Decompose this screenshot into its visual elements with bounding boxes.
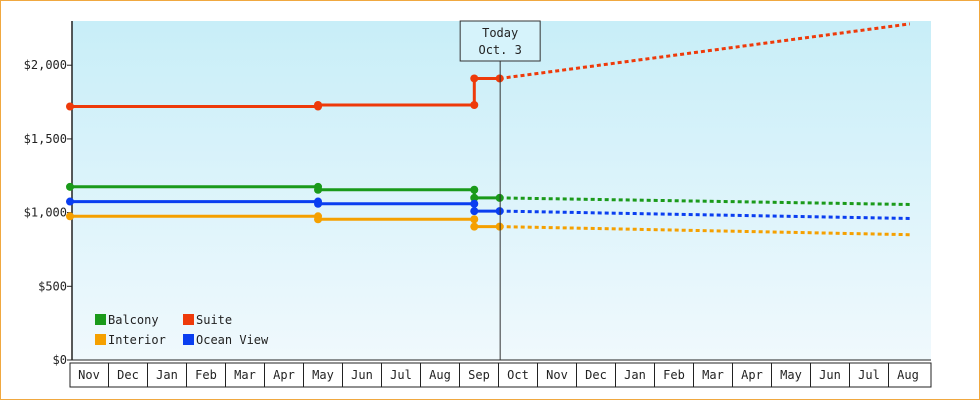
data-point-suite <box>66 102 74 111</box>
legend-swatch-suite <box>183 314 194 325</box>
y-tick-label: $0 <box>53 353 67 367</box>
data-point-balcony <box>66 182 74 191</box>
legend-label-balcony: Balcony <box>108 313 159 327</box>
x-tick-label: Jul <box>858 368 880 382</box>
series-line-ocean-view <box>70 200 500 213</box>
data-point-ocean-view <box>314 199 323 208</box>
legend-label-ocean-view: Ocean View <box>196 333 269 347</box>
x-tick-label: Jan <box>624 368 646 382</box>
legend-label-suite: Suite <box>196 313 232 327</box>
data-point-suite <box>470 101 479 110</box>
x-tick-label: Jul <box>390 368 412 382</box>
forecast-line-balcony <box>499 196 910 206</box>
data-point-ocean-view <box>66 197 74 206</box>
x-tick-label: Jun <box>351 368 373 382</box>
x-tick-label: May <box>780 368 802 382</box>
forecast-line-ocean-view <box>499 209 910 220</box>
today-callout <box>459 20 541 62</box>
data-point-ocean-view <box>470 207 479 216</box>
data-point-interior <box>470 222 479 231</box>
legend-layer: Balcony Suite Interior Ocean View <box>95 313 269 347</box>
x-tick-label: Dec <box>585 368 607 382</box>
x-tick-label: Jan <box>156 368 178 382</box>
axes-layer: $0 $500 $1,000 $1,500 $2,000 Nov Dec Jan Feb Mar A… <box>24 21 932 388</box>
data-point-balcony <box>470 185 479 194</box>
legend-swatch-interior <box>95 334 106 345</box>
x-tick-label: Mar <box>702 368 724 382</box>
x-tick-label: Oct <box>507 368 529 382</box>
data-point-suite <box>470 74 479 83</box>
month-strip <box>69 362 932 388</box>
data-point-balcony <box>314 185 323 194</box>
x-tick-label: Nov <box>546 368 568 382</box>
y-tick-label: $1,500 <box>24 132 67 146</box>
series-line-suite <box>70 77 500 108</box>
today-date: Oct. 3 <box>478 43 521 57</box>
data-point-suite <box>314 101 323 110</box>
x-tick-label: May <box>312 368 334 382</box>
data-point-interior <box>66 212 74 221</box>
plot-background <box>72 21 931 360</box>
x-tick-label: Feb <box>195 368 217 382</box>
data-point-ocean-view <box>470 199 479 208</box>
legend-label-interior: Interior <box>108 333 166 347</box>
forecast-line-interior <box>499 225 910 237</box>
x-tick-label: Apr <box>273 368 295 382</box>
x-tick-label: Aug <box>897 368 919 382</box>
series-line-interior <box>70 214 500 229</box>
y-tick-label: $1,000 <box>24 206 67 220</box>
forecast-line-suite <box>499 22 910 80</box>
data-point-interior <box>314 215 323 224</box>
x-tick-label: Sep <box>468 368 490 382</box>
x-tick-label: Feb <box>663 368 685 382</box>
x-tick-label: Nov <box>78 368 100 382</box>
legend-swatch-balcony <box>95 314 106 325</box>
x-tick-label: Dec <box>117 368 139 382</box>
series-line-balcony <box>70 185 500 200</box>
series-layer <box>66 22 910 237</box>
today-label: Today <box>482 26 518 40</box>
data-point-interior <box>470 215 479 224</box>
x-tick-label: Apr <box>741 368 763 382</box>
data-point-balcony <box>470 193 479 202</box>
today-layer: Today Oct. 3 <box>459 20 541 360</box>
y-tick-label: $2,000 <box>24 58 67 72</box>
x-tick-label: Jun <box>819 368 841 382</box>
x-tick-label: Mar <box>234 368 256 382</box>
x-tick-label: Aug <box>429 368 451 382</box>
legend-swatch-ocean-view <box>183 334 194 345</box>
y-tick-label: $500 <box>38 279 67 293</box>
